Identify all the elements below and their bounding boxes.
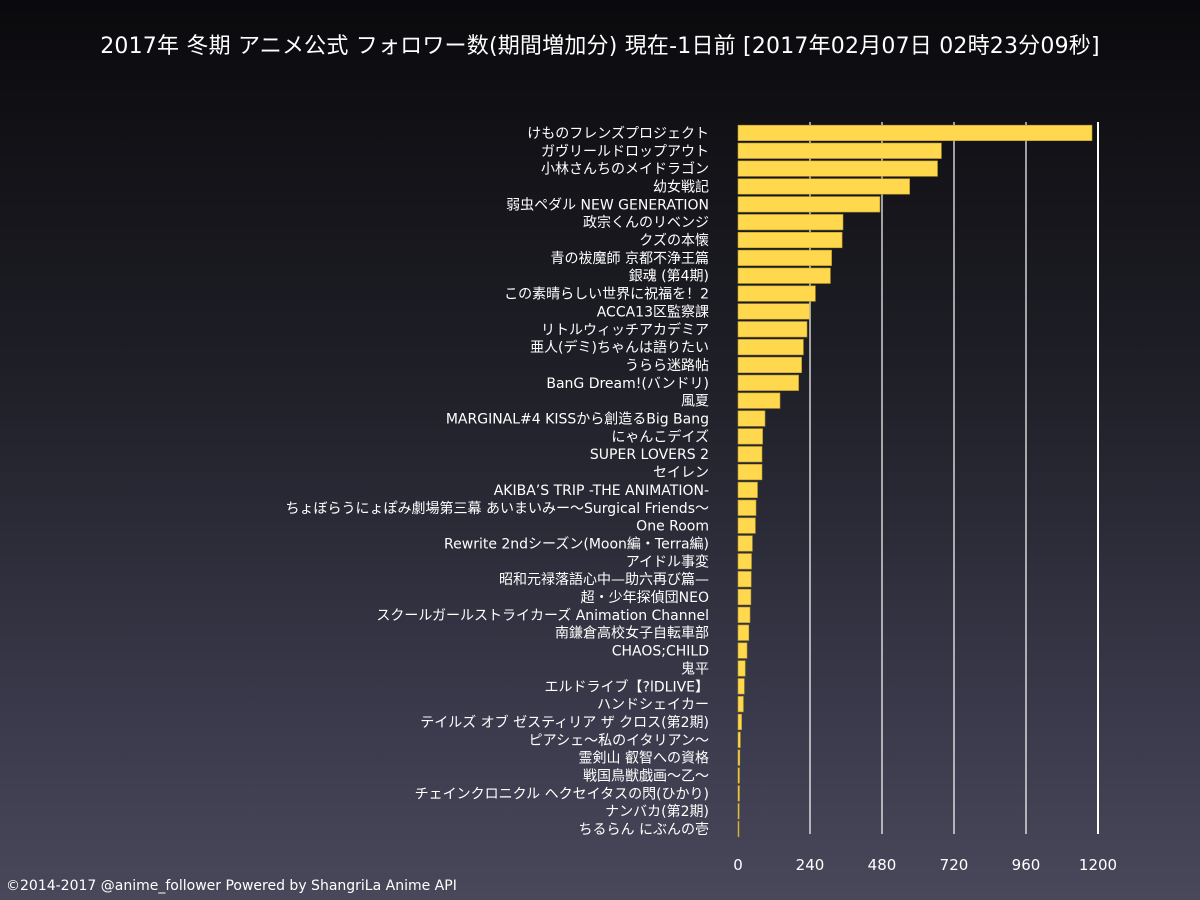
category-label: にゃんこデイズ — [611, 428, 709, 445]
category-label: 銀魂 (第4期) — [629, 268, 709, 285]
category-label: うらら迷路帖 — [625, 358, 709, 374]
bar — [737, 231, 843, 249]
bar — [737, 428, 763, 445]
bar — [737, 606, 751, 623]
category-label: 青の祓魔師 京都不浄王篇 — [551, 251, 709, 267]
bar — [737, 356, 802, 374]
category-label: SUPER LOVERS 2 — [590, 447, 709, 463]
category-label: 昭和元禄落語心中—助六再び篇— — [499, 572, 709, 588]
bar — [737, 731, 741, 748]
bar — [737, 267, 831, 284]
category-labels: けものフレンズプロジェクトガヴリールドロップアウト小林さんちのメイドラゴン幼女戦… — [286, 126, 709, 838]
category-label: MARGINAL#4 KISSから創造るBig Bang — [446, 412, 709, 428]
category-label: セイレン — [653, 465, 709, 481]
category-label: 弱虫ペダル NEW GENERATION — [506, 197, 709, 213]
bar — [737, 142, 942, 159]
bar — [737, 392, 781, 409]
bar — [737, 642, 748, 659]
category-label: 南鎌倉高校女子自転車部 — [555, 625, 709, 642]
category-label: 亜人(デミ)ちゃんは語りたい — [530, 339, 709, 356]
x-tick-label: 0 — [733, 856, 743, 874]
category-label: ガヴリールドロップアウト — [541, 143, 709, 160]
category-label: 超・少年探偵団NEO — [581, 590, 709, 606]
bar — [737, 303, 810, 320]
bar — [737, 749, 741, 766]
bar — [737, 696, 744, 713]
bar — [737, 517, 756, 534]
bar — [737, 249, 832, 266]
bar — [737, 464, 763, 481]
bar — [737, 535, 753, 552]
category-label: クズの本懐 — [639, 232, 709, 249]
bar — [737, 285, 816, 302]
category-label: ちるらん にぶんの壱 — [579, 821, 709, 838]
bar — [737, 499, 757, 516]
chart-title: 2017年 冬期 アニメ公式 フォロワー数(期間増加分) 現在-1日前 [201… — [100, 34, 1100, 59]
bar — [737, 374, 799, 391]
footer-credit: ©2014-2017 @anime_follower Powered by Sh… — [6, 878, 457, 894]
bar — [737, 160, 938, 177]
category-label: CHAOS;CHILD — [612, 644, 709, 660]
bar — [737, 713, 742, 731]
bar — [737, 481, 758, 498]
bar — [737, 571, 752, 588]
bar — [737, 624, 750, 641]
x-tick-label: 1200 — [1079, 856, 1117, 874]
bar — [737, 178, 910, 195]
category-label: ACCA13区監察課 — [597, 303, 709, 320]
category-label: 霊剣山 叡智への資格 — [579, 750, 709, 767]
bar — [737, 124, 1093, 141]
bar — [737, 678, 745, 695]
x-tick-label: 720 — [940, 856, 969, 874]
bar — [737, 321, 808, 338]
category-label: チェインクロニクル ヘクセイタスの閃(ひかり) — [415, 786, 709, 802]
category-label: One Room — [636, 519, 709, 535]
category-label: 風夏 — [681, 394, 709, 410]
bar — [737, 446, 763, 463]
category-label: テイルズ オブ ゼスティリア ザ クロス(第2期) — [420, 714, 709, 731]
category-label: アイドル事変 — [626, 553, 709, 570]
bar — [737, 767, 740, 784]
bar — [737, 214, 844, 231]
category-label: リトルウィッチアカデミア — [541, 321, 709, 338]
category-label: 戦国鳥獣戯画～乙～ — [583, 769, 709, 785]
category-label: 小林さんちのメイドラゴン — [541, 161, 709, 178]
x-tick-label: 480 — [868, 856, 897, 874]
category-label: Rewrite 2ndシーズン(Moon編・Terra編) — [444, 536, 709, 552]
x-tick-label: 960 — [1012, 856, 1041, 874]
category-label: けものフレンズプロジェクト — [527, 126, 709, 142]
bar — [737, 588, 752, 606]
x-tick-label: 240 — [796, 856, 825, 874]
bar — [737, 660, 746, 677]
category-label: 鬼平 — [681, 661, 709, 677]
category-label: ナンバカ(第2期) — [605, 803, 709, 820]
category-label: 政宗くんのリベンジ — [583, 215, 709, 231]
bar — [737, 785, 740, 802]
category-label: スクールガールストライカーズ Animation Channel — [376, 608, 709, 624]
category-label: ピアシェ～私のイタリアン～ — [529, 733, 709, 749]
bar — [737, 821, 740, 838]
category-label: AKIBA’S TRIP -THE ANIMATION- — [494, 483, 709, 499]
bar — [737, 196, 881, 213]
category-label: ちょぼらうにょぽみ劇場第三幕 あいまいみー～Surgical Friends～ — [286, 500, 709, 517]
bars — [737, 124, 1093, 838]
grid-lines — [809, 122, 1099, 834]
category-label: BanG Dream!(バンドリ) — [546, 376, 709, 392]
category-label: この素晴らしい世界に祝福を！2 — [504, 287, 709, 303]
bar — [737, 410, 766, 427]
category-label: エルドライブ【?lDLIVE】 — [545, 678, 709, 695]
x-axis-tick-labels: 0 240 480 720 960 1200 — [733, 856, 1117, 874]
category-label: 幼女戦記 — [653, 178, 709, 195]
category-label: ハンドシェイカー — [597, 697, 709, 713]
bar — [737, 339, 804, 356]
bar — [737, 553, 752, 570]
bar — [737, 803, 740, 820]
